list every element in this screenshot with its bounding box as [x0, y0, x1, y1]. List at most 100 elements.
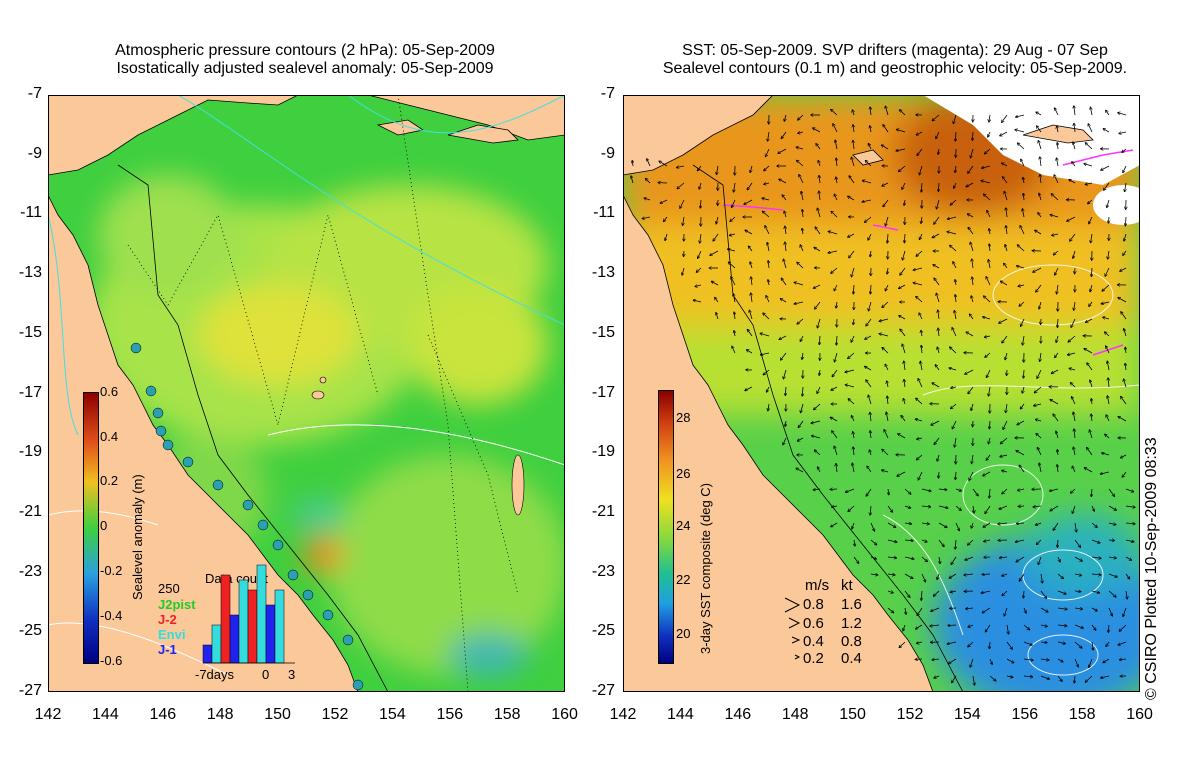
velocity-arrow: [660, 199, 668, 203]
right-land-islands: [852, 124, 1094, 166]
velocity-arrow: [1023, 659, 1033, 660]
left-lon-label-6: 154: [379, 706, 406, 723]
velocity-arrow: [916, 250, 923, 256]
velocity-arrow: [947, 232, 957, 235]
velocity-arrow: [814, 248, 821, 252]
velocity-arrow: [884, 430, 889, 439]
velocity-arrow: [816, 144, 821, 150]
velocity-arrow: [853, 318, 854, 324]
velocity-arrow: [1109, 216, 1110, 223]
velocity-arrow: [1086, 183, 1093, 184]
velocity-arrow: [1018, 245, 1025, 252]
velocity-arrow: [982, 607, 991, 613]
velocity-arrow: [900, 267, 906, 275]
velocity-arrow: [1070, 233, 1076, 241]
velocity-arrow: [955, 437, 957, 447]
velocity-arrow: [1039, 301, 1042, 309]
velocity-arrow: [1016, 539, 1025, 542]
right-lat-label-7: -21: [591, 502, 615, 520]
velocity-arrow: [798, 420, 804, 427]
velocity-arrow: [1069, 368, 1076, 370]
velocity-arrow: [966, 608, 974, 609]
velocity-arrow: [802, 210, 803, 218]
right-lat-label-1: -9: [600, 144, 615, 162]
velocity-arrow: [917, 148, 923, 155]
velocity-arrow: [999, 505, 1008, 509]
velocity-arrow: [1002, 335, 1008, 343]
velocity-arrow: [1023, 369, 1024, 378]
velocity-arrow: [1108, 607, 1112, 616]
velocity-arrow: [972, 131, 973, 140]
velocity-arrow: [1005, 245, 1008, 252]
velocity-arrow: [1122, 148, 1127, 152]
velocity-arrow: [918, 471, 923, 480]
velocity-arrow: [852, 463, 855, 473]
velocity-arrow: [1125, 556, 1131, 560]
velocity-arrow: [1074, 624, 1083, 628]
velocity-arrow: [782, 195, 787, 201]
velocity-arrow: [1023, 590, 1024, 598]
left-lon-label-3: 148: [206, 706, 234, 723]
velocity-arrow: [1023, 194, 1024, 201]
velocity-arrow: [1108, 523, 1116, 525]
velocity-arrow: [1057, 539, 1058, 547]
velocity-arrow: [1019, 465, 1025, 473]
velocity-arrow: [973, 505, 974, 513]
velocity-arrow: [1002, 488, 1008, 494]
velocity-arrow: [920, 233, 923, 239]
velocity-row-0-kt: 1.6: [841, 596, 862, 613]
velocity-arrow: [1101, 301, 1110, 304]
velocity-arrow: [1057, 608, 1067, 609]
velocity-arrow: [882, 470, 889, 472]
velocity-arrow: [801, 192, 804, 201]
velocity-arrow: [1057, 556, 1060, 562]
data-count-bar-8: [274, 589, 285, 664]
velocity-arrow: [1086, 143, 1093, 150]
left-lat-label-3: -13: [18, 264, 42, 282]
velocity-arrow: [848, 352, 855, 358]
left-lon-label-5: 152: [321, 706, 349, 723]
velocity-arrow: [1038, 556, 1042, 564]
velocity-arrow: [751, 293, 752, 303]
velocity-arrow: [931, 420, 940, 425]
velocity-arrow: [1102, 453, 1110, 456]
velocity-arrow: [985, 505, 991, 513]
velocity-arrow: [869, 144, 872, 150]
velocity-arrow: [904, 573, 913, 578]
velocity-arrow: [1074, 429, 1075, 439]
velocity-arrow: [848, 505, 855, 511]
velocity-arrow: [1103, 129, 1110, 133]
velocity-arrow: [797, 161, 804, 167]
velocity-arrow: [1125, 182, 1126, 191]
left-lon-label-1: 144: [92, 706, 119, 723]
velocity-arrow: [729, 262, 736, 269]
velocity-arrow: [1057, 573, 1063, 578]
velocity-row-2-ms: 0.4: [803, 633, 824, 650]
velocity-arrow: [968, 214, 974, 218]
velocity-arrow: [933, 265, 940, 269]
velocity-arrow: [767, 386, 770, 392]
velocity-arrow: [1091, 607, 1097, 611]
velocity-arrow: [904, 380, 905, 388]
velocity-arrow: [1005, 352, 1008, 360]
velocity-arrow: [712, 282, 719, 286]
velocity-arrow: [750, 262, 753, 269]
velocity-arrow: [763, 313, 770, 320]
velocity-arrow: [899, 316, 906, 320]
velocity-arrow: [1072, 397, 1076, 405]
velocity-arrow: [1074, 658, 1078, 667]
velocity-arrow: [1071, 488, 1076, 493]
velocity-arrow: [1101, 675, 1110, 678]
velocity-arrow: [836, 177, 837, 184]
velocity-arrow: [917, 131, 923, 135]
velocity-arrow: [853, 141, 854, 150]
velocity-arrow: [1074, 556, 1082, 561]
velocity-arrow: [1102, 284, 1110, 291]
velocity-arrow: [949, 658, 957, 664]
velocity-arrow: [882, 145, 889, 150]
coastal-sample-dots: [130, 342, 364, 691]
velocity-arrow: [973, 675, 975, 685]
velocity-arrow: [1023, 624, 1029, 630]
velocity-arrow: [1074, 574, 1081, 576]
velocity-arrow: [900, 110, 906, 116]
